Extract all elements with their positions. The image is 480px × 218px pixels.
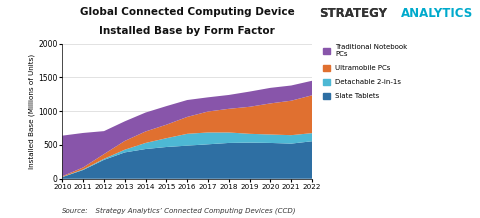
Text: STRATEGY: STRATEGY <box>319 7 387 20</box>
Y-axis label: Installed Base (Millions of Units): Installed Base (Millions of Units) <box>29 54 36 169</box>
Text: STRATEGY: STRATEGY <box>319 7 387 20</box>
Text: ANALYTICS: ANALYTICS <box>401 7 473 20</box>
Text: Global Connected Computing Device: Global Connected Computing Device <box>80 7 295 17</box>
Text: Strategy Analytics’ Connected Computing Devices (CCD): Strategy Analytics’ Connected Computing … <box>91 207 296 214</box>
Text: Source:: Source: <box>62 208 89 214</box>
Legend: Traditional Notebook
PCs, Ultramobile PCs, Detachable 2-in-1s, Slate Tablets: Traditional Notebook PCs, Ultramobile PC… <box>323 44 408 99</box>
Text: Installed Base by Form Factor: Installed Base by Form Factor <box>99 26 275 36</box>
